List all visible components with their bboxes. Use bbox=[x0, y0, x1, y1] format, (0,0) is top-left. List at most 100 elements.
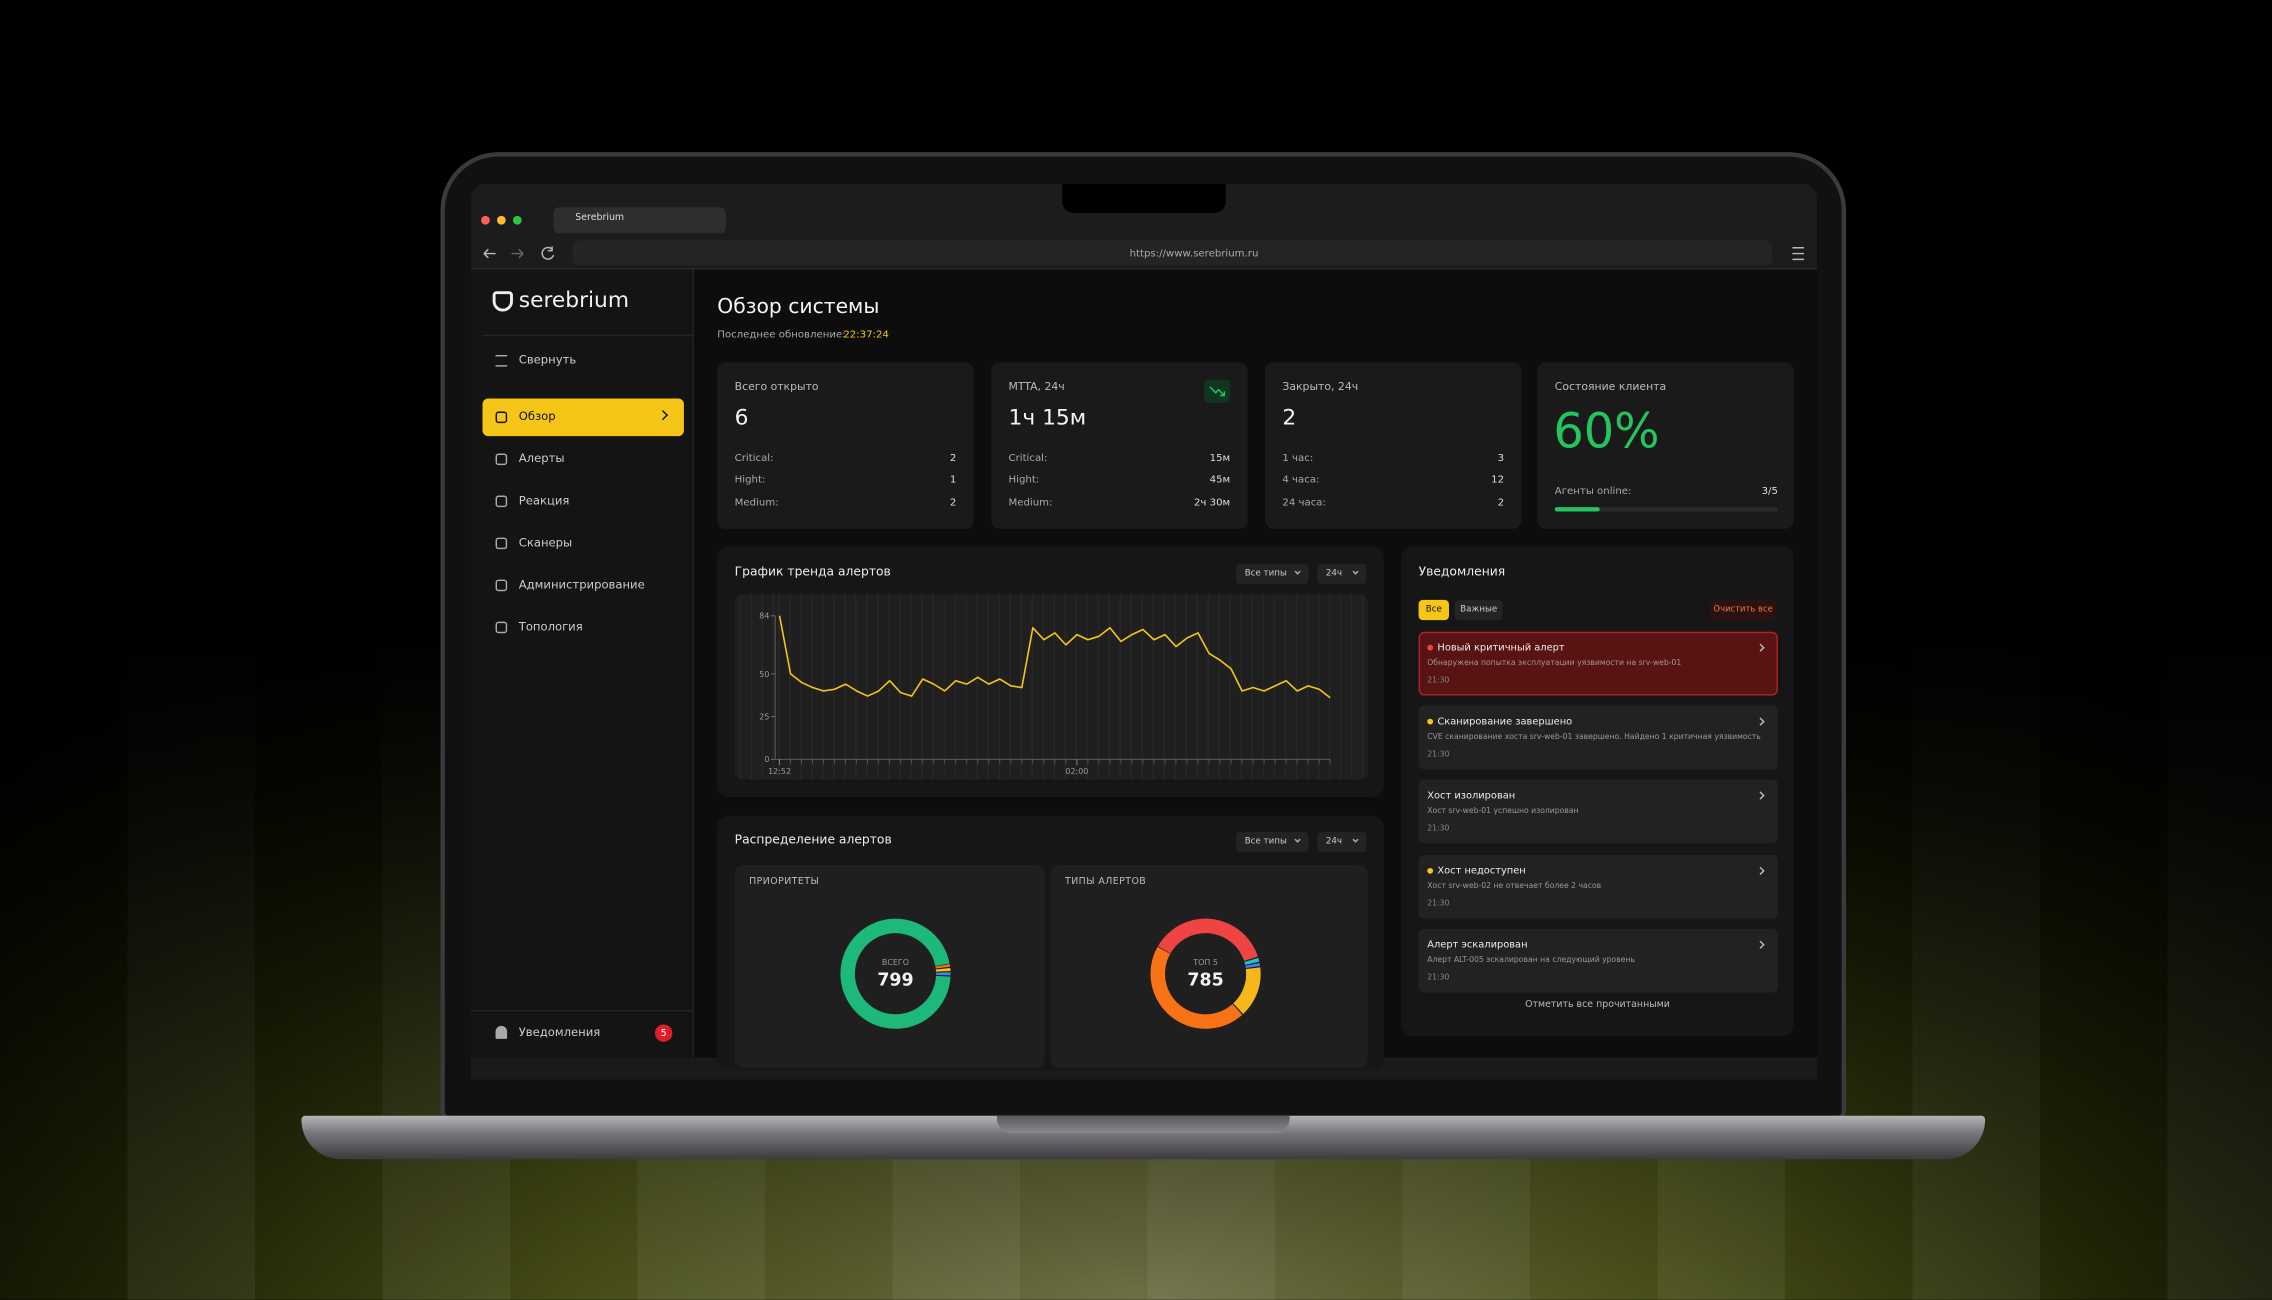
dropdown[interactable] bbox=[1317, 563, 1367, 584]
notification[interactable] bbox=[1418, 631, 1778, 696]
nav-icon bbox=[495, 411, 508, 424]
notification-time: 21:30 bbox=[1427, 824, 1450, 834]
notification[interactable] bbox=[1418, 854, 1778, 919]
card-row-value: 1 bbox=[949, 473, 957, 486]
notification-time: 21:30 bbox=[1427, 973, 1450, 983]
card-row-label: Medium: bbox=[734, 497, 779, 509]
updated-time: 22:37:24 bbox=[843, 328, 889, 341]
notification-time: 21:30 bbox=[1427, 676, 1450, 686]
notification-text: Хост srv-web-02 не отвечает более 2 часо… bbox=[1427, 882, 1602, 892]
donut-segment bbox=[1150, 918, 1261, 1029]
client-label: Состояние клиента bbox=[1554, 379, 1667, 393]
card-label: Всего открыто bbox=[734, 379, 819, 393]
mark-all-read[interactable]: Отметить все прочитанными bbox=[1525, 998, 1670, 1010]
logo: serebrium bbox=[518, 286, 630, 313]
card-row-value: 15м bbox=[1209, 452, 1231, 464]
y-tick-label: 0 bbox=[764, 755, 769, 764]
card-value: 6 bbox=[734, 404, 749, 431]
notification-title: Хост недоступен bbox=[1437, 865, 1526, 877]
card-row-label: Critical: bbox=[1008, 452, 1048, 464]
notification[interactable] bbox=[1418, 928, 1778, 993]
clear-all[interactable]: Очистить все bbox=[1709, 599, 1777, 621]
nav-item[interactable]: Сканеры bbox=[518, 536, 573, 550]
page-title: Обзор системы bbox=[717, 295, 880, 319]
card-row-label: 4 часа: bbox=[1282, 473, 1320, 486]
updated-label: Последнее обновление: bbox=[717, 328, 846, 341]
card-value: 2 bbox=[1282, 404, 1297, 431]
dropdown-label[interactable]: 24ч bbox=[1325, 568, 1343, 579]
dropdown-label[interactable]: Все типы bbox=[1244, 836, 1287, 847]
notification[interactable] bbox=[1418, 779, 1778, 844]
collapse-button[interactable]: Свернуть bbox=[518, 353, 577, 367]
donut-segment bbox=[840, 918, 951, 1029]
nav-item[interactable]: Топология bbox=[518, 620, 583, 634]
donut-center-label: ТОП 5 bbox=[1192, 958, 1218, 967]
card-row-value: 45м bbox=[1209, 473, 1231, 486]
dropdown[interactable] bbox=[1317, 831, 1367, 853]
donut-center-label: ВСЕГО bbox=[882, 958, 909, 967]
nav-item[interactable]: Алерты bbox=[518, 452, 565, 466]
nav-item[interactable]: Реакция bbox=[518, 494, 570, 508]
agents-label: Агенты online: bbox=[1554, 485, 1632, 498]
dropdown[interactable] bbox=[1235, 563, 1309, 584]
nav-icon bbox=[495, 453, 508, 466]
notification-title: Хост изолирован bbox=[1427, 789, 1516, 802]
notification-text: Хост srv-web-01 успешно изолирован bbox=[1427, 807, 1579, 816]
trend-icon-arrow bbox=[1209, 386, 1226, 397]
collapse-icon bbox=[495, 355, 508, 367]
notification-time: 21:30 bbox=[1427, 899, 1450, 909]
badge: 5 bbox=[654, 1024, 673, 1042]
dist-title: Распределение алертов bbox=[734, 833, 892, 848]
x-tick-label: 02:00 bbox=[1065, 767, 1088, 776]
donut-segment bbox=[1150, 918, 1261, 1029]
card-row-value: 2 bbox=[1497, 497, 1505, 509]
notifications-link[interactable]: Уведомления bbox=[518, 1025, 601, 1039]
dropdown-label[interactable]: 24ч bbox=[1325, 836, 1343, 847]
notification-dot bbox=[1427, 867, 1434, 874]
donut-segment bbox=[840, 918, 951, 1029]
card bbox=[1537, 362, 1794, 529]
tab-title: Serebrium bbox=[575, 211, 625, 224]
tab-all[interactable]: Все bbox=[1418, 599, 1449, 621]
donut-total: 799 bbox=[877, 970, 913, 990]
nav-item[interactable]: Администрирование bbox=[518, 578, 645, 592]
sidebar-divider bbox=[470, 1009, 695, 1012]
logo-icon bbox=[492, 291, 513, 312]
donut-title: ПРИОРИТЕТЫ bbox=[749, 875, 820, 887]
card bbox=[1264, 362, 1522, 529]
nav-item-active[interactable] bbox=[482, 398, 684, 437]
notification-text: CVE сканирование хоста srv-web-01 заверш… bbox=[1427, 733, 1761, 742]
nav-item[interactable]: Обзор bbox=[518, 410, 556, 424]
notification-text: Обнаружена попытка эксплуатации уязвимос… bbox=[1427, 659, 1682, 668]
card-row-label: Hight: bbox=[734, 473, 766, 486]
url-bar[interactable] bbox=[572, 240, 1773, 266]
dropdown-label[interactable]: Все типы bbox=[1244, 568, 1287, 579]
agents-track bbox=[1554, 507, 1778, 512]
card-row-value: 2 bbox=[949, 497, 957, 509]
notif-title: Уведомления bbox=[1418, 565, 1506, 580]
client-value: 60% bbox=[1553, 402, 1660, 460]
dropdown[interactable] bbox=[1235, 831, 1309, 853]
card-row-label: Medium: bbox=[1008, 497, 1053, 509]
browser-tab[interactable] bbox=[553, 207, 726, 234]
sidebar-divider bbox=[482, 334, 695, 337]
nav-icon bbox=[495, 537, 508, 550]
notification[interactable] bbox=[1418, 705, 1778, 770]
notification-dot bbox=[1427, 718, 1434, 725]
donut-card bbox=[1050, 865, 1368, 1068]
card-value: 1ч 15м bbox=[1008, 404, 1087, 431]
url: https://www.serebrium.ru bbox=[1129, 247, 1259, 260]
notch bbox=[1062, 184, 1226, 214]
base-notch bbox=[996, 1115, 1290, 1134]
y-tick-label: 84 bbox=[759, 612, 769, 621]
y-tick-label: 50 bbox=[759, 670, 769, 679]
agents-fill bbox=[1554, 507, 1600, 512]
donut-title: ТИПЫ АЛЕРТОВ bbox=[1065, 875, 1147, 887]
y-tick-label: 25 bbox=[759, 712, 769, 721]
card bbox=[717, 362, 974, 529]
nav-icon bbox=[495, 495, 508, 508]
tab-important[interactable]: Важные bbox=[1454, 599, 1503, 621]
